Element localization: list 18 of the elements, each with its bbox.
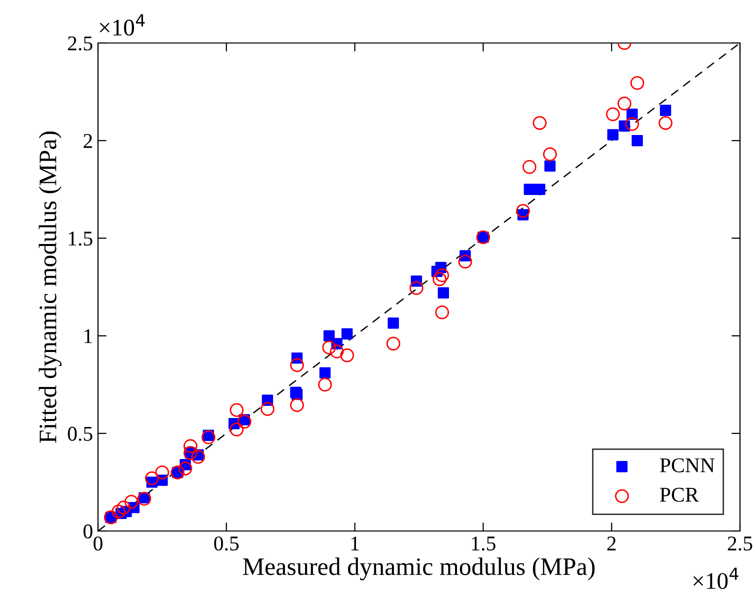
y-tick-label: 2 [84, 134, 92, 148]
legend-label: PCNN [660, 458, 715, 472]
y-tick-label: 1.5 [68, 232, 92, 246]
y-axis-title: Fitted dynamic modulus (MPa) [38, 132, 62, 443]
x-tick-label: 1.5 [472, 536, 496, 551]
y-tick-label: 1 [84, 329, 92, 344]
y-tick-label: 0 [84, 524, 92, 538]
x-tick-label: 1 [351, 536, 359, 550]
x-axis-title: Measured dynamic modulus (MPa) [243, 558, 595, 580]
y-tick-label: 0.5 [68, 426, 92, 441]
text: ×10$^{4}$ [693, 568, 738, 590]
legend-label: PCR [660, 488, 699, 502]
x-tick-label: 0 [94, 536, 102, 551]
x-tick-label: 0.5 [214, 536, 239, 551]
x-tick-label: 2 [607, 536, 616, 550]
y-tick-label: 2.5 [68, 36, 92, 51]
x-tick-label: 2.5 [728, 536, 752, 551]
text: ×10$^{4}$ [100, 14, 145, 36]
